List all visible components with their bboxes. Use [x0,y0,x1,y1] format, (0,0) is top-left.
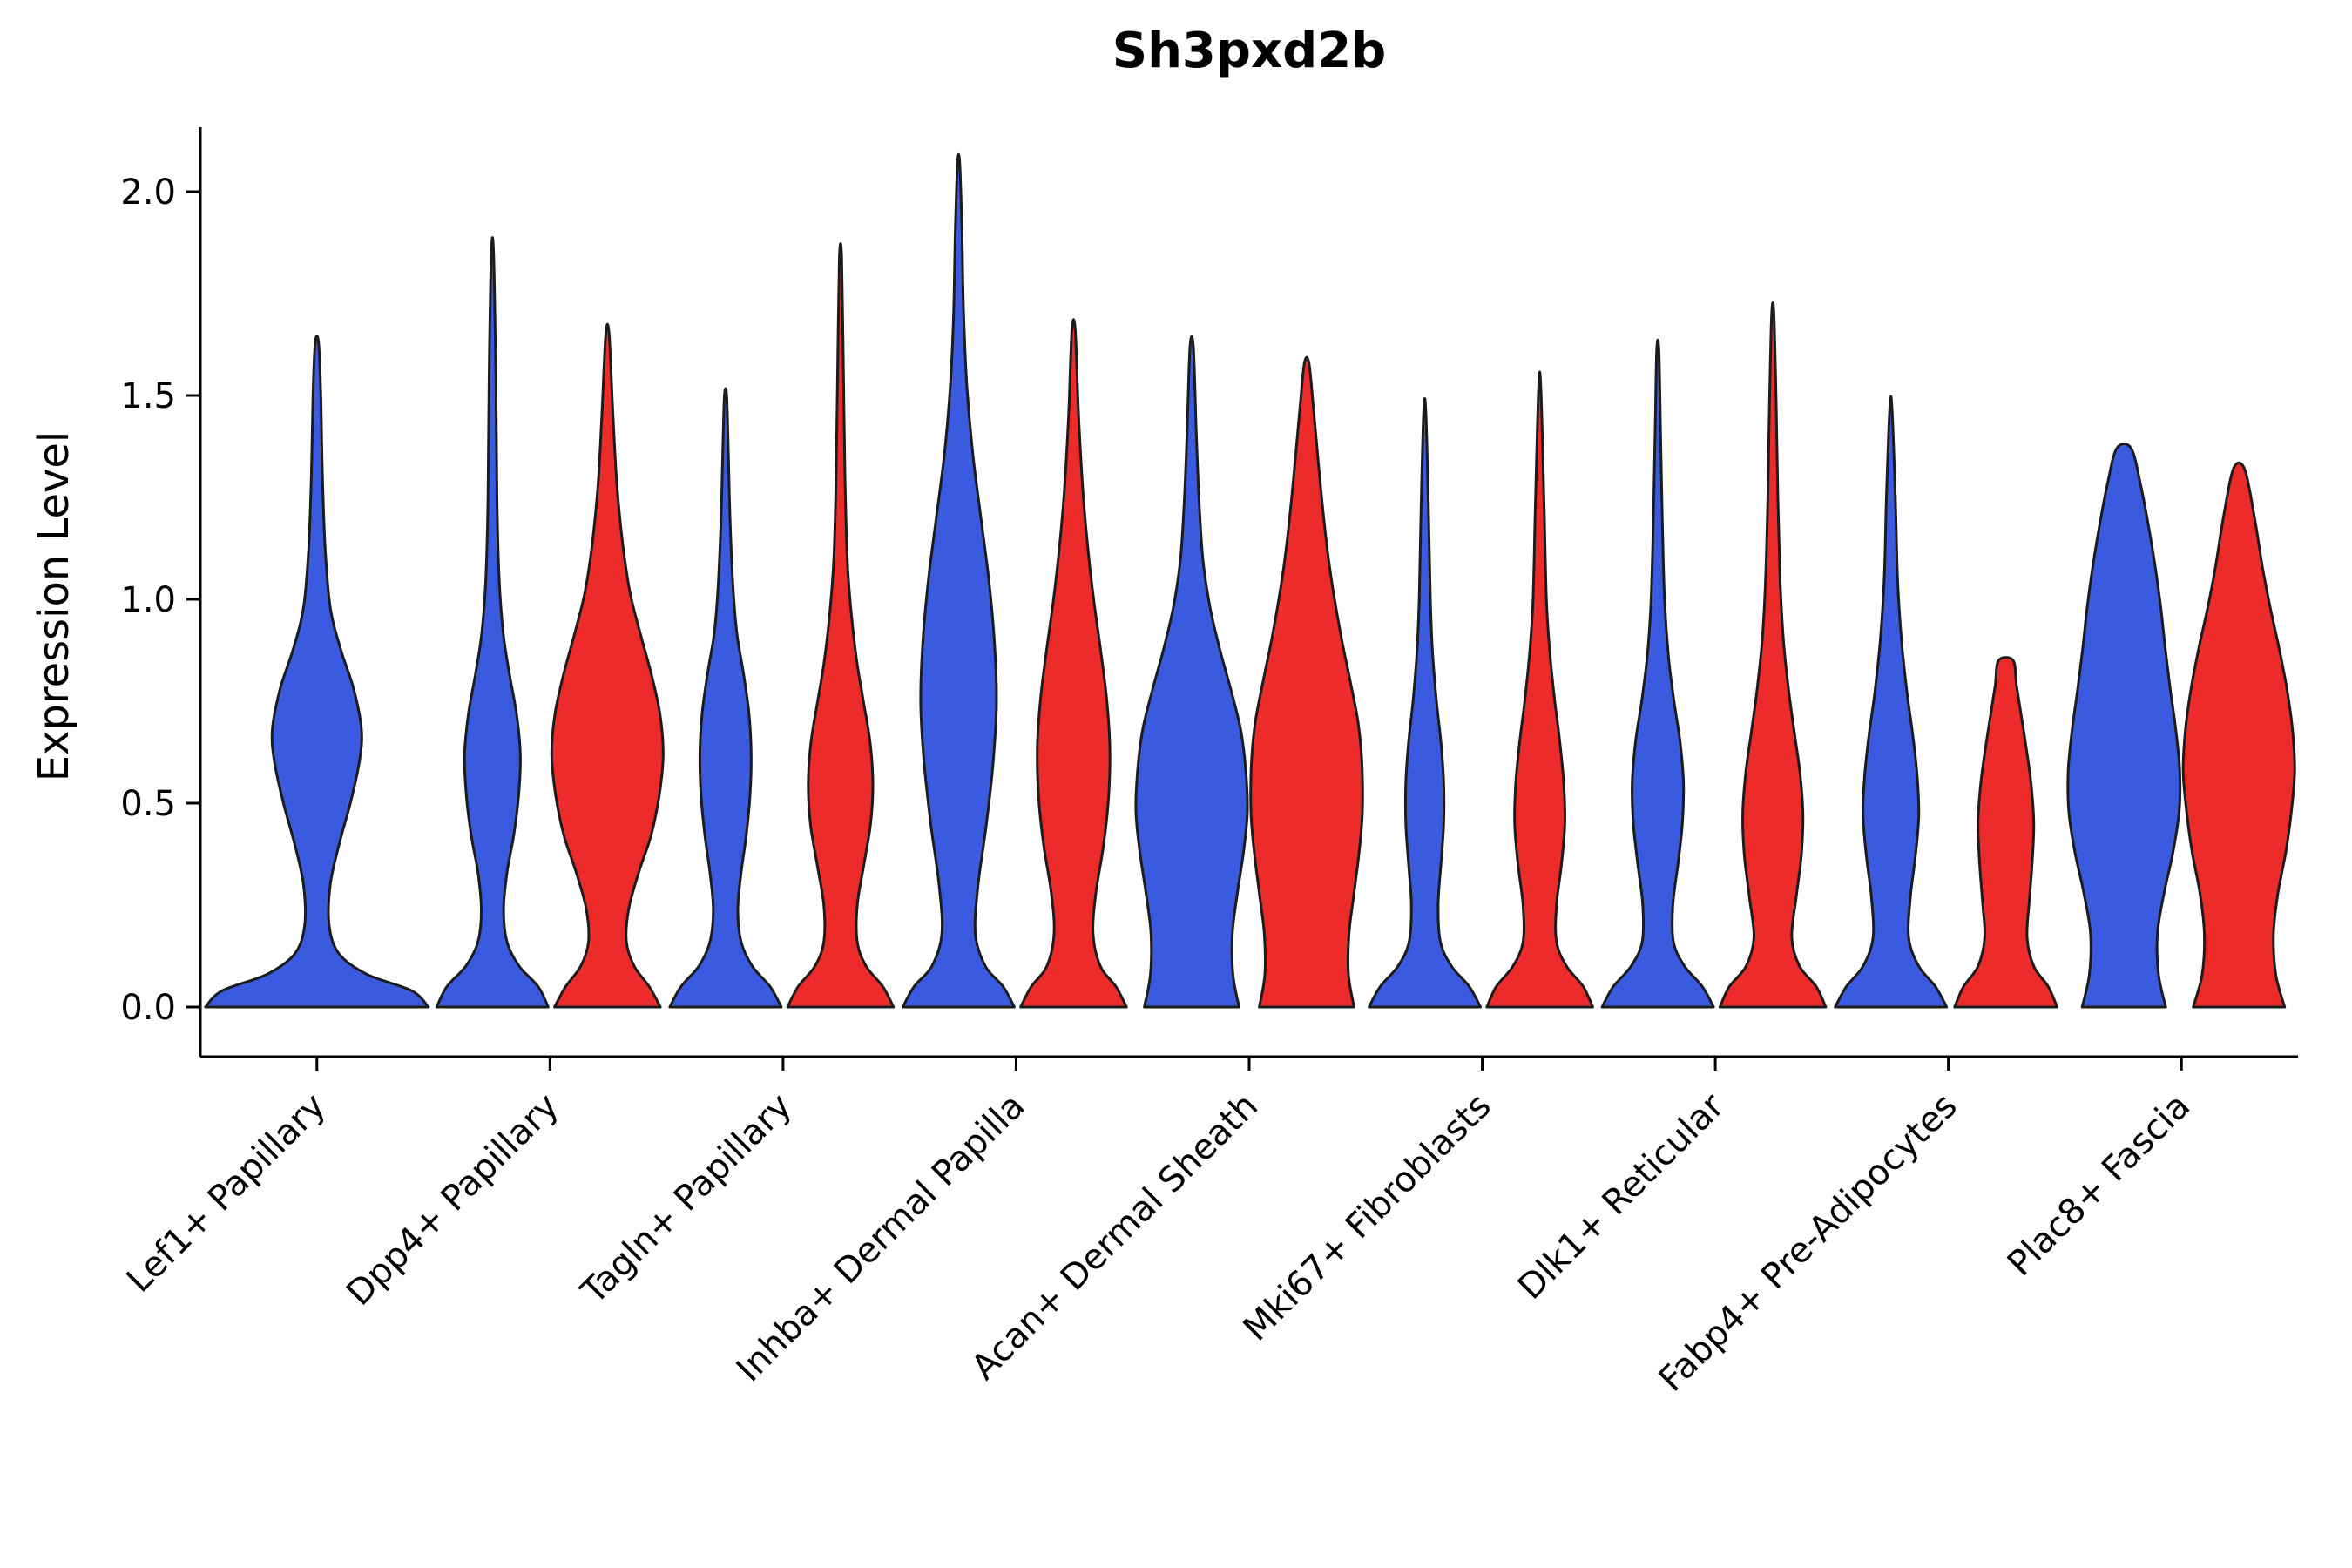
category-label: Tagln+ Papillary [573,1086,800,1313]
y-tick-label: 2.0 [120,172,176,213]
category-label: Plac8+ Fascia [2000,1086,2199,1285]
category-label: Dpp4+ Papillary [339,1086,566,1314]
violin-inhba-dermal-papilla-blue [901,152,1016,1009]
violin-inhba-dermal-papilla-red [1019,318,1128,1009]
violin-plac8-fascia-blue [2066,443,2182,1009]
violin-lef1-papillary-blue [204,335,430,1009]
chart-title: Sh3pxd2b [1112,23,1387,79]
violin-dlk1-reticular-blue [1600,338,1715,1009]
y-tick-label: 0.0 [120,988,176,1028]
y-tick-label: 1.5 [120,376,176,416]
violin-mki67-fibroblasts-blue [1368,396,1483,1009]
violin-tagln-papillary-red [786,242,896,1009]
violin-dpp4-papillary-red [550,322,665,1009]
violin-dpp4-papillary-blue [435,236,550,1009]
violin-plac8-fascia-red [2181,461,2296,1009]
violin-fabp4-pre-adipocytes-red [1953,656,2058,1009]
category-label: Dlk1+ Reticular [1511,1085,1733,1308]
category-label: Lef1+ Papillary [119,1086,334,1301]
violin-mki67-fibroblasts-red [1485,370,1594,1009]
category-label: Mki67+ Fibroblasts [1236,1086,1499,1349]
y-tick-label: 0.5 [120,784,176,824]
violin-dlk1-reticular-red [1718,301,1828,1009]
y-tick-label: 1.0 [120,580,176,620]
violin-acan-dermal-sheath-blue [1134,335,1249,1009]
violin-acan-dermal-sheath-red [1249,355,1364,1009]
violin-tagln-papillary-blue [668,387,783,1009]
violin-fabp4-pre-adipocytes-blue [1834,395,1949,1009]
